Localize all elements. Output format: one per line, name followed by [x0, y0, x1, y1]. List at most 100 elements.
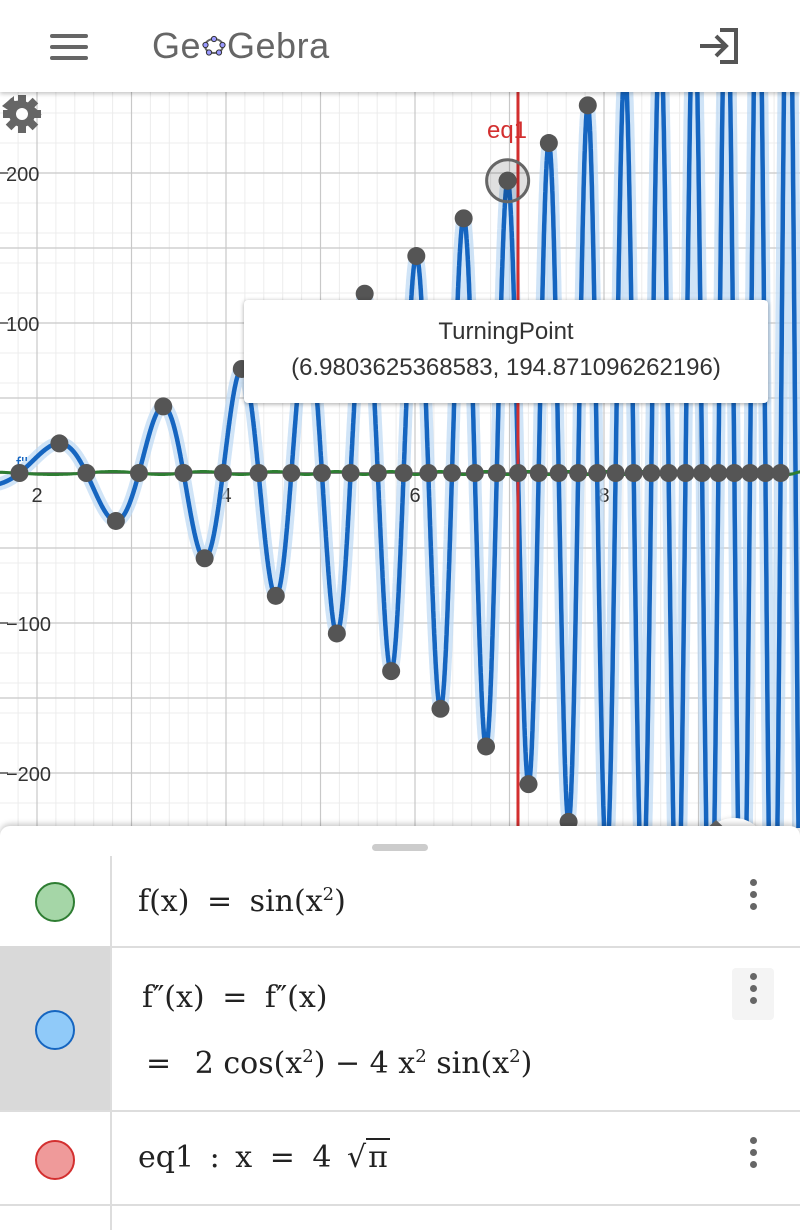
- root-point: [282, 464, 301, 482]
- turning-point: [195, 549, 214, 568]
- sqrt-sign: √: [347, 1140, 367, 1175]
- root-point: [709, 464, 728, 482]
- root-point: [549, 464, 568, 482]
- visibility-toggle-eq1[interactable]: [35, 1140, 75, 1180]
- y-tick-label: 200: [6, 164, 39, 186]
- expression-fpp[interactable]: f″(x) = f″(x): [142, 980, 328, 1015]
- algebra-input-row[interactable]: [0, 1204, 800, 1230]
- value-equals: =: [146, 1046, 172, 1081]
- root-point: [569, 464, 588, 482]
- panel-drag-handle[interactable]: [372, 844, 428, 851]
- visibility-toggle-f[interactable]: [35, 882, 75, 922]
- value-cos: cos: [223, 1046, 274, 1081]
- expr-equals: =: [206, 884, 233, 919]
- root-point: [341, 464, 360, 482]
- y-tick-label: −200: [6, 764, 51, 786]
- expr-colon: :: [209, 1140, 220, 1175]
- algebra-row-eq1[interactable]: eq1 : x = 4 √π: [0, 1110, 800, 1206]
- turning-point: [266, 586, 285, 605]
- expr-lhs: f(x): [138, 884, 190, 919]
- expr-fn: sin: [249, 884, 294, 919]
- root-point: [487, 464, 506, 482]
- expr-exp: 2: [322, 884, 335, 905]
- expr-equals: =: [222, 980, 248, 1015]
- turning-point: [454, 209, 473, 228]
- turning-point: [154, 397, 173, 416]
- root-point: [509, 464, 528, 482]
- expr-var: x: [235, 1140, 253, 1175]
- root-point: [394, 464, 413, 482]
- expr-num: 4: [312, 1140, 332, 1175]
- x-tick-label: 2: [31, 485, 42, 507]
- more-options-eq1[interactable]: [732, 1132, 774, 1184]
- value-exp: 2: [302, 1046, 314, 1067]
- x-tick-label: 8: [598, 485, 609, 507]
- tooltip-coords: (6.9803625368583, 194.871096262196): [291, 354, 721, 381]
- turning-point: [327, 624, 346, 643]
- root-point: [725, 464, 744, 482]
- top-bar: Ge Gebra: [0, 0, 800, 92]
- root-point: [693, 464, 712, 482]
- turning-point: [355, 284, 374, 303]
- root-point: [771, 464, 790, 482]
- root-point: [529, 464, 548, 482]
- turning-point: [382, 662, 401, 681]
- y-tick-label: 100: [6, 314, 39, 336]
- value-minus: −: [334, 1046, 361, 1081]
- eq1-label: eq1: [487, 117, 527, 144]
- root-point: [77, 464, 96, 482]
- turning-point: [106, 511, 125, 530]
- y-tick-label: −100: [6, 614, 51, 636]
- expr-lhs: eq1: [138, 1140, 195, 1175]
- expression-eq1[interactable]: eq1 : x = 4 √π: [138, 1138, 390, 1175]
- root-point: [213, 464, 232, 482]
- visibility-toggle-fpp[interactable]: [35, 1010, 75, 1050]
- more-options-f[interactable]: [732, 874, 774, 926]
- row-gutter: [0, 1204, 112, 1230]
- root-point: [312, 464, 331, 482]
- expr-lhs: f″(x): [142, 980, 205, 1015]
- turning-point: [477, 737, 496, 756]
- root-point: [588, 464, 607, 482]
- logo-ring-icon: [202, 35, 226, 56]
- expr-equals: =: [269, 1140, 295, 1175]
- expr-rhs: f″(x): [264, 980, 328, 1015]
- expr-paren: (: [293, 884, 306, 919]
- expression-fpp-value: = 2 cos(x2) − 4 x2 sin(x2): [146, 1046, 533, 1081]
- fpp-curve-label: f'': [16, 454, 28, 474]
- root-point: [443, 464, 462, 482]
- value-base: x: [285, 1046, 303, 1081]
- hamburger-menu-icon[interactable]: [48, 30, 90, 62]
- turning-point: [539, 134, 558, 153]
- root-point: [174, 464, 193, 482]
- algebra-row-f[interactable]: f(x) = sin(x2): [0, 856, 800, 948]
- value-coef-4: 4: [369, 1046, 389, 1081]
- turning-point: [519, 775, 538, 794]
- tooltip-title: TurningPoint: [438, 318, 574, 345]
- geogebra-logo: Ge Gebra: [152, 25, 330, 66]
- root-point: [756, 464, 775, 482]
- selected-turning-point: [498, 171, 517, 190]
- turning-point-tooltip: TurningPoint (6.9803625368583, 194.87109…: [244, 300, 768, 403]
- root-point: [676, 464, 695, 482]
- value-x: x: [398, 1046, 416, 1081]
- root-point: [249, 464, 268, 482]
- root-point: [465, 464, 484, 482]
- root-point: [606, 464, 625, 482]
- value-x-exp: 2: [415, 1046, 427, 1067]
- more-options-fpp[interactable]: [732, 968, 774, 1020]
- gear-icon[interactable]: [0, 92, 44, 136]
- turning-point: [407, 247, 426, 266]
- turning-point: [431, 699, 450, 718]
- x-tick-label: 6: [409, 485, 420, 507]
- root-point: [659, 464, 678, 482]
- sign-in-icon[interactable]: [696, 26, 740, 66]
- value-base2: x: [492, 1046, 510, 1081]
- expression-f[interactable]: f(x) = sin(x2): [138, 884, 346, 919]
- value-exp2: 2: [509, 1046, 521, 1067]
- root-point: [368, 464, 387, 482]
- algebra-row-fpp[interactable]: f″(x) = f″(x) = 2 cos(x2) − 4 x2 sin(x2): [0, 946, 800, 1112]
- graphics-view[interactable]: 200 100 −100 −200 2 4 6 8 eq1 f'' TurningPoint (6…: [0, 92, 800, 828]
- root-point: [129, 464, 148, 482]
